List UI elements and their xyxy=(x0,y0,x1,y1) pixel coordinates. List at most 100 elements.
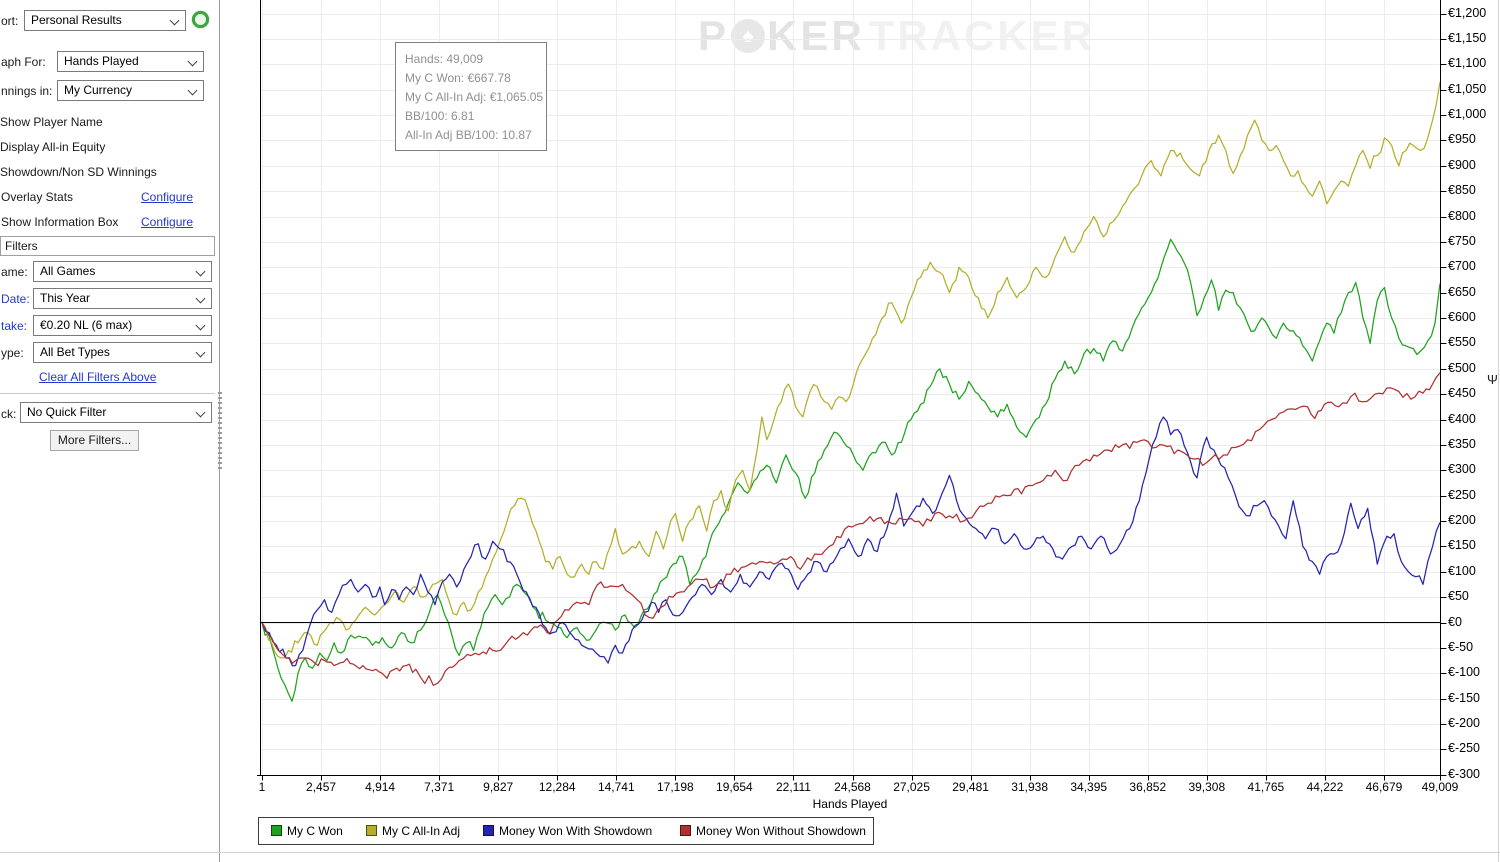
graph-for-label: aph For: xyxy=(1,55,46,69)
series-my-c-all-in-adj xyxy=(261,81,1441,659)
game-filter-select[interactable]: All Games xyxy=(33,261,212,282)
x-axis-label: 1 xyxy=(258,780,266,794)
pin-icon[interactable]: Ψ xyxy=(1487,372,1498,387)
legend-label: My C Won xyxy=(287,824,343,838)
y-axis-label: €1,050 xyxy=(1448,81,1487,96)
overlay-stats-label: Overlay Stats xyxy=(1,190,74,204)
y-axis-label: €500 xyxy=(1448,360,1476,375)
y-axis-label: €600 xyxy=(1448,310,1476,324)
show-information-box-label: Show Information Box xyxy=(1,215,119,229)
winnings-in-select[interactable]: My Currency xyxy=(57,80,204,101)
legend-swatch xyxy=(366,825,377,836)
window-right-border xyxy=(1498,0,1499,862)
poker-chip-icon: ♠ xyxy=(731,19,766,53)
date-filter-value: This Year xyxy=(40,291,91,305)
x-axis-label: 34,395 xyxy=(1070,780,1108,794)
y-axis-label: €300 xyxy=(1448,462,1476,477)
x-axis-label: 7,371 xyxy=(424,780,455,794)
x-axis-label: 19,654 xyxy=(716,780,753,794)
y-axis-label: €1,200 xyxy=(1448,5,1487,20)
x-axis-label: 46,679 xyxy=(1365,780,1403,794)
information-box-configure-link[interactable]: Configure xyxy=(141,215,194,229)
winnings-in-label: nnings in: xyxy=(1,84,53,98)
stake-filter-label: take: xyxy=(1,319,28,333)
winnings-in-select-value: My Currency xyxy=(64,83,133,97)
option-show-player-name[interactable]: Show Player Name xyxy=(0,115,103,129)
watermark-text: TRACKER xyxy=(868,12,1096,59)
watermark-text: P xyxy=(698,12,730,59)
y-axis-label: €250 xyxy=(1448,487,1476,502)
x-axis-label: 17,198 xyxy=(657,780,694,794)
legend-swatch xyxy=(271,825,282,836)
y-axis-label: €550 xyxy=(1448,335,1476,350)
x-axis-label: 14,741 xyxy=(597,780,635,794)
pokertracker-watermark: P ♠ KER TRACKER xyxy=(698,12,1095,60)
legend-swatch xyxy=(483,825,494,836)
legend-label: Money Won With Showdown xyxy=(499,824,653,838)
graph-for-select[interactable]: Hands Played xyxy=(57,51,204,72)
report-select-value: Personal Results xyxy=(31,13,122,27)
chart-legend: My C Won My C All-In Adj Money Won With Sh… xyxy=(258,817,874,845)
help-icon[interactable] xyxy=(192,11,209,28)
y-axis-label: €450 xyxy=(1448,386,1476,401)
x-axis-label: 24,568 xyxy=(834,780,871,794)
game-filter-label: ame: xyxy=(1,265,28,279)
x-axis-label: 9,827 xyxy=(483,780,514,794)
x-axis-label: 39,308 xyxy=(1188,780,1226,794)
y-axis-label: €900 xyxy=(1448,157,1476,172)
info-line: My C All-In Adj: €1,065.05 xyxy=(405,90,544,104)
watermark-text: KER xyxy=(767,12,865,59)
y-axis-label: €350 xyxy=(1448,436,1476,451)
y-axis-label: €1,000 xyxy=(1448,107,1487,121)
y-axis-label: €-250 xyxy=(1448,741,1480,756)
info-line: BB/100: 6.81 xyxy=(405,109,475,123)
legend-swatch xyxy=(680,825,691,836)
game-filter-value: All Games xyxy=(40,264,96,278)
info-line: Hands: 49,009 xyxy=(405,52,484,66)
type-filter-select[interactable]: All Bet Types xyxy=(33,342,212,363)
y-axis-label: €100 xyxy=(1448,563,1476,578)
stake-filter-select[interactable]: €0.20 NL (6 max) xyxy=(33,315,212,336)
window-bottom-border xyxy=(0,852,1500,853)
y-axis-label: €-50 xyxy=(1448,639,1474,654)
clear-all-filters-link[interactable]: Clear All Filters Above xyxy=(39,370,157,384)
overlay-stats-configure-link[interactable]: Configure xyxy=(141,190,194,204)
quick-filter-value: No Quick Filter xyxy=(27,405,107,419)
x-axis-label: 22,111 xyxy=(775,780,811,794)
series-my-c-won xyxy=(261,238,1441,702)
y-axis-label: €-150 xyxy=(1448,690,1480,705)
x-axis-label: 12,284 xyxy=(538,780,576,794)
option-display-all-in-equity[interactable]: Display All-in Equity xyxy=(0,140,106,154)
report-select[interactable]: Personal Results xyxy=(24,10,186,31)
y-axis-label: €-300 xyxy=(1448,766,1480,781)
y-axis-label: €650 xyxy=(1448,284,1476,299)
sidebar-divider xyxy=(0,393,215,394)
y-axis-label: €400 xyxy=(1448,411,1476,426)
quick-filter-select[interactable]: No Quick Filter xyxy=(20,402,212,423)
series-money-won-with-showdown xyxy=(261,416,1441,667)
legend-label: Money Won Without Showdown xyxy=(696,824,866,838)
y-axis-label: €700 xyxy=(1448,259,1476,274)
y-axis-label: €850 xyxy=(1448,183,1476,198)
graph-options-sidebar: ort: Personal Results aph For: Hands Pla… xyxy=(0,0,220,862)
option-showdown-non-sd-winnings[interactable]: Showdown/Non SD Winnings xyxy=(0,165,157,179)
y-axis-label: €0 xyxy=(1448,614,1462,629)
graph-for-select-value: Hands Played xyxy=(64,54,139,68)
y-axis-label: €150 xyxy=(1448,538,1476,553)
x-axis-title: Hands Played xyxy=(812,797,888,811)
x-axis-label: 49,009 xyxy=(1421,780,1459,794)
legend-label: My C All-In Adj xyxy=(382,824,461,838)
panel-splitter[interactable] xyxy=(218,392,222,470)
type-filter-label: ype: xyxy=(1,346,24,360)
date-filter-select[interactable]: This Year xyxy=(33,288,212,309)
x-axis-label: 41,765 xyxy=(1247,780,1285,794)
y-axis-label: €1,100 xyxy=(1448,56,1487,71)
y-axis-label: €-200 xyxy=(1448,716,1480,730)
filters-section-header: Filters xyxy=(0,236,215,256)
more-filters-button[interactable]: More Filters... xyxy=(50,430,139,451)
y-axis-label: €1,150 xyxy=(1448,30,1487,45)
x-axis-label: 29,481 xyxy=(952,780,989,794)
x-axis-label: 4,914 xyxy=(365,780,396,794)
